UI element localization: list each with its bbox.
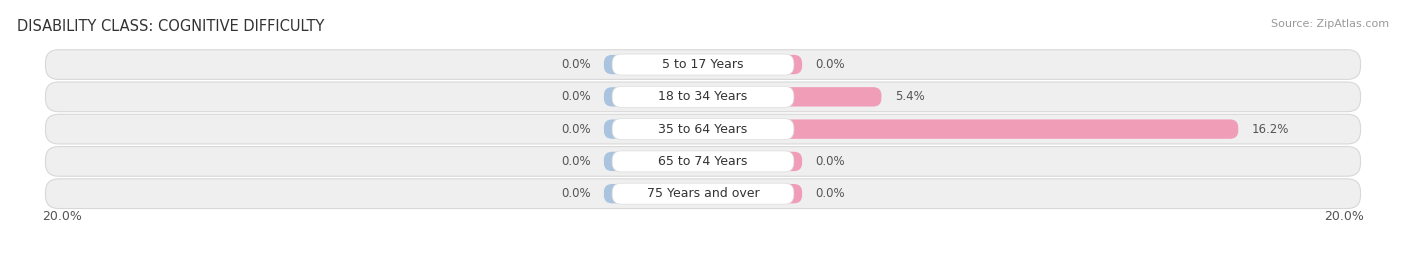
Text: 0.0%: 0.0% <box>561 123 591 136</box>
FancyBboxPatch shape <box>703 87 882 107</box>
FancyBboxPatch shape <box>612 54 794 75</box>
FancyBboxPatch shape <box>45 179 1361 208</box>
Text: 20.0%: 20.0% <box>42 210 82 223</box>
FancyBboxPatch shape <box>612 119 794 140</box>
FancyBboxPatch shape <box>605 87 703 107</box>
Text: 75 Years and over: 75 Years and over <box>647 187 759 200</box>
FancyBboxPatch shape <box>45 147 1361 176</box>
Text: 0.0%: 0.0% <box>815 58 845 71</box>
Text: 0.0%: 0.0% <box>561 58 591 71</box>
FancyBboxPatch shape <box>45 50 1361 79</box>
FancyBboxPatch shape <box>703 119 1239 139</box>
Text: 5 to 17 Years: 5 to 17 Years <box>662 58 744 71</box>
FancyBboxPatch shape <box>703 55 801 74</box>
FancyBboxPatch shape <box>45 82 1361 112</box>
FancyBboxPatch shape <box>605 152 703 171</box>
FancyBboxPatch shape <box>703 152 801 171</box>
Text: 65 to 74 Years: 65 to 74 Years <box>658 155 748 168</box>
Text: 20.0%: 20.0% <box>1324 210 1364 223</box>
FancyBboxPatch shape <box>703 184 801 203</box>
FancyBboxPatch shape <box>45 114 1361 144</box>
Text: DISABILITY CLASS: COGNITIVE DIFFICULTY: DISABILITY CLASS: COGNITIVE DIFFICULTY <box>17 19 325 34</box>
FancyBboxPatch shape <box>605 55 703 74</box>
Text: 16.2%: 16.2% <box>1251 123 1289 136</box>
Text: Source: ZipAtlas.com: Source: ZipAtlas.com <box>1271 19 1389 29</box>
Text: 0.0%: 0.0% <box>561 187 591 200</box>
Text: 0.0%: 0.0% <box>561 90 591 103</box>
Legend: Male, Female: Male, Female <box>633 264 773 269</box>
FancyBboxPatch shape <box>612 86 794 107</box>
Text: 5.4%: 5.4% <box>894 90 924 103</box>
Text: 0.0%: 0.0% <box>815 155 845 168</box>
Text: 0.0%: 0.0% <box>561 155 591 168</box>
Text: 18 to 34 Years: 18 to 34 Years <box>658 90 748 103</box>
Text: 0.0%: 0.0% <box>815 187 845 200</box>
FancyBboxPatch shape <box>605 184 703 203</box>
FancyBboxPatch shape <box>612 151 794 172</box>
FancyBboxPatch shape <box>612 183 794 204</box>
Text: 35 to 64 Years: 35 to 64 Years <box>658 123 748 136</box>
FancyBboxPatch shape <box>605 119 703 139</box>
